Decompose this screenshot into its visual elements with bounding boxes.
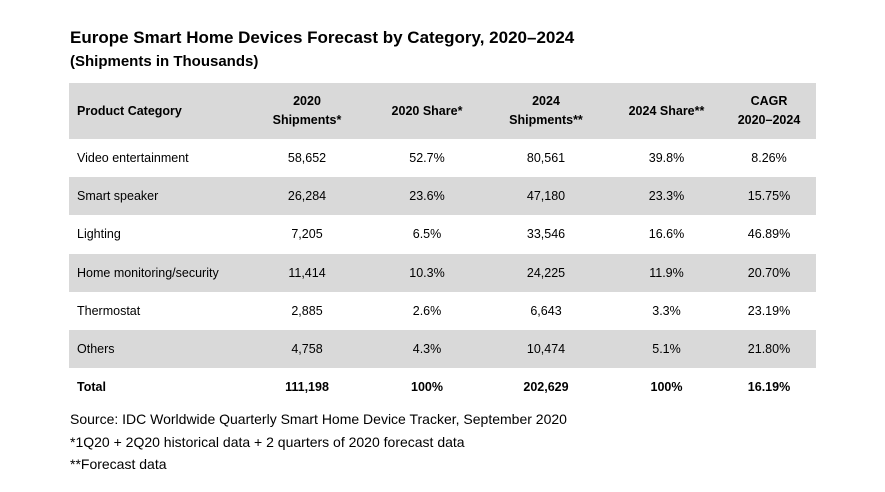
header-2024-share: 2024 Share** <box>611 83 722 139</box>
cell-cagr: 21.80% <box>747 342 791 357</box>
forecast-table: Product Category 2020 Shipments* 2020 Sh… <box>69 83 816 406</box>
cell-2020-shipments: 26,284 <box>287 189 327 204</box>
header-2020-shipments: 2020 Shipments* <box>241 83 373 139</box>
cell-2024-share: 3.3% <box>652 303 681 318</box>
cell-total-2020-share: 100% <box>411 380 443 395</box>
cell-2024-share: 23.3% <box>648 189 685 204</box>
cell-category: Video entertainment <box>77 151 189 166</box>
cell-2024-share: 16.6% <box>648 227 685 242</box>
header-2020-shipments-line2: Shipments* <box>272 113 342 127</box>
cell-2020-shipments: 58,652 <box>287 151 327 166</box>
cell-category: Lighting <box>77 227 121 242</box>
cell-total-2020-shipments: 111,198 <box>285 380 329 395</box>
table-row-lighting: Lighting 7,205 6.5% 33,546 16.6% 46.89% <box>69 215 816 253</box>
header-2020-share: 2020 Share* <box>373 83 481 139</box>
table-row-video-entertainment: Video entertainment 58,652 52.7% 80,561 … <box>69 139 816 177</box>
cell-category: Home monitoring/security <box>77 265 219 280</box>
header-2024-share-label: 2024 Share** <box>628 103 705 118</box>
cell-2024-shipments: 80,561 <box>526 151 566 166</box>
cell-2024-shipments: 24,225 <box>526 265 566 280</box>
cell-2024-share: 39.8% <box>648 151 685 166</box>
cell-cagr: 46.89% <box>747 227 791 242</box>
cell-2020-shipments: 2,885 <box>291 303 323 318</box>
cell-2024-share: 11.9% <box>649 265 684 280</box>
cell-2020-share: 2.6% <box>412 303 442 318</box>
cell-2024-shipments: 33,546 <box>526 227 566 242</box>
cell-2024-shipments: 10,474 <box>526 342 566 357</box>
cell-2024-share: 5.1% <box>652 342 681 357</box>
header-2020-shipments-line1: 2020 <box>293 94 321 108</box>
header-2024-shipments: 2024 Shipments** <box>481 83 611 139</box>
cell-total-2024-share: 100% <box>650 380 683 395</box>
header-row: Product Category 2020 Shipments* 2020 Sh… <box>69 83 816 139</box>
header-cagr: CAGR 2020–2024 <box>722 83 816 139</box>
cell-2024-shipments: 47,180 <box>526 189 566 204</box>
table-row-others: Others 4,758 4.3% 10,474 5.1% 21.80% <box>69 329 816 369</box>
cell-total-cagr: 16.19% <box>747 380 791 395</box>
cell-total-2024-shipments: 202,629 <box>523 380 569 395</box>
header-cagr-line2: 2020–2024 <box>737 113 801 127</box>
header-2024-shipments-line1: 2024 <box>532 94 560 108</box>
header-2024-shipments-line2: Shipments** <box>509 113 583 127</box>
cell-cagr: 20.70% <box>747 265 791 280</box>
source-note: Source: IDC Worldwide Quarterly Smart Ho… <box>70 411 567 427</box>
table-row-home-monitoring-security: Home monitoring/security 11,414 10.3% 24… <box>69 253 816 292</box>
cell-2024-shipments: 6,643 <box>530 303 562 318</box>
header-product-category: Product Category <box>69 83 241 139</box>
cell-2020-shipments: 4,758 <box>291 342 323 357</box>
header-2020-share-label: 2020 Share* <box>391 103 463 118</box>
cell-2020-share: 52.7% <box>409 151 445 166</box>
table-row-total: Total 111,198 100% 202,629 100% 16.19% <box>69 368 816 406</box>
cell-2020-shipments: 11,414 <box>288 265 326 280</box>
footnote-2024: **Forecast data <box>70 456 167 472</box>
cell-total-label: Total <box>77 380 106 395</box>
footnote-2020: *1Q20 + 2Q20 historical data + 2 quarter… <box>70 433 465 450</box>
table-row-smart-speaker: Smart speaker 26,284 23.6% 47,180 23.3% … <box>69 177 816 216</box>
header-product-category-label: Product Category <box>77 103 182 118</box>
table-title: Europe Smart Home Devices Forecast by Ca… <box>70 28 575 47</box>
cell-2020-share: 4.3% <box>412 342 442 357</box>
cell-cagr: 23.19% <box>747 303 791 318</box>
cell-category: Others <box>77 342 115 357</box>
cell-cagr: 8.26% <box>751 151 787 166</box>
footnotes: Source: IDC Worldwide Quarterly Smart Ho… <box>70 408 567 476</box>
cell-2020-share: 6.5% <box>412 227 442 242</box>
cell-category: Thermostat <box>77 303 141 318</box>
table-row-thermostat: Thermostat 2,885 2.6% 6,643 3.3% 23.19% <box>69 292 816 330</box>
table-subtitle: (Shipments in Thousands) <box>70 53 259 70</box>
header-cagr-line1: CAGR <box>750 94 788 108</box>
cell-category: Smart speaker <box>77 189 159 204</box>
cell-2020-shipments: 7,205 <box>291 227 323 242</box>
cell-2020-share: 10.3% <box>409 265 445 280</box>
cell-2020-share: 23.6% <box>409 189 445 204</box>
cell-cagr: 15.75% <box>747 189 791 204</box>
